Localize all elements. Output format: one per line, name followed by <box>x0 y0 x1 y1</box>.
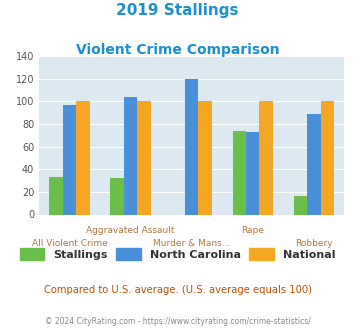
Text: All Violent Crime: All Violent Crime <box>32 239 108 248</box>
Bar <box>233 131 246 214</box>
Bar <box>63 105 76 214</box>
Bar <box>137 101 151 214</box>
Bar <box>49 177 63 214</box>
Text: Aggravated Assault: Aggravated Assault <box>86 226 175 235</box>
Bar <box>307 114 321 214</box>
Text: Murder & Mans...: Murder & Mans... <box>153 239 230 248</box>
Text: Rape: Rape <box>241 226 264 235</box>
Bar <box>198 101 212 214</box>
Bar <box>321 101 334 214</box>
Text: © 2024 CityRating.com - https://www.cityrating.com/crime-statistics/: © 2024 CityRating.com - https://www.city… <box>45 317 310 326</box>
Bar <box>124 97 137 214</box>
Bar <box>260 101 273 214</box>
Bar <box>246 132 260 214</box>
Text: Robbery: Robbery <box>295 239 333 248</box>
Bar <box>110 178 124 214</box>
Text: 2019 Stallings: 2019 Stallings <box>116 3 239 18</box>
Bar <box>185 79 198 214</box>
Bar <box>76 101 90 214</box>
Legend: Stallings, North Carolina, National: Stallings, North Carolina, National <box>20 248 335 260</box>
Text: Violent Crime Comparison: Violent Crime Comparison <box>76 43 279 57</box>
Bar <box>294 196 307 214</box>
Text: Compared to U.S. average. (U.S. average equals 100): Compared to U.S. average. (U.S. average … <box>44 285 311 295</box>
